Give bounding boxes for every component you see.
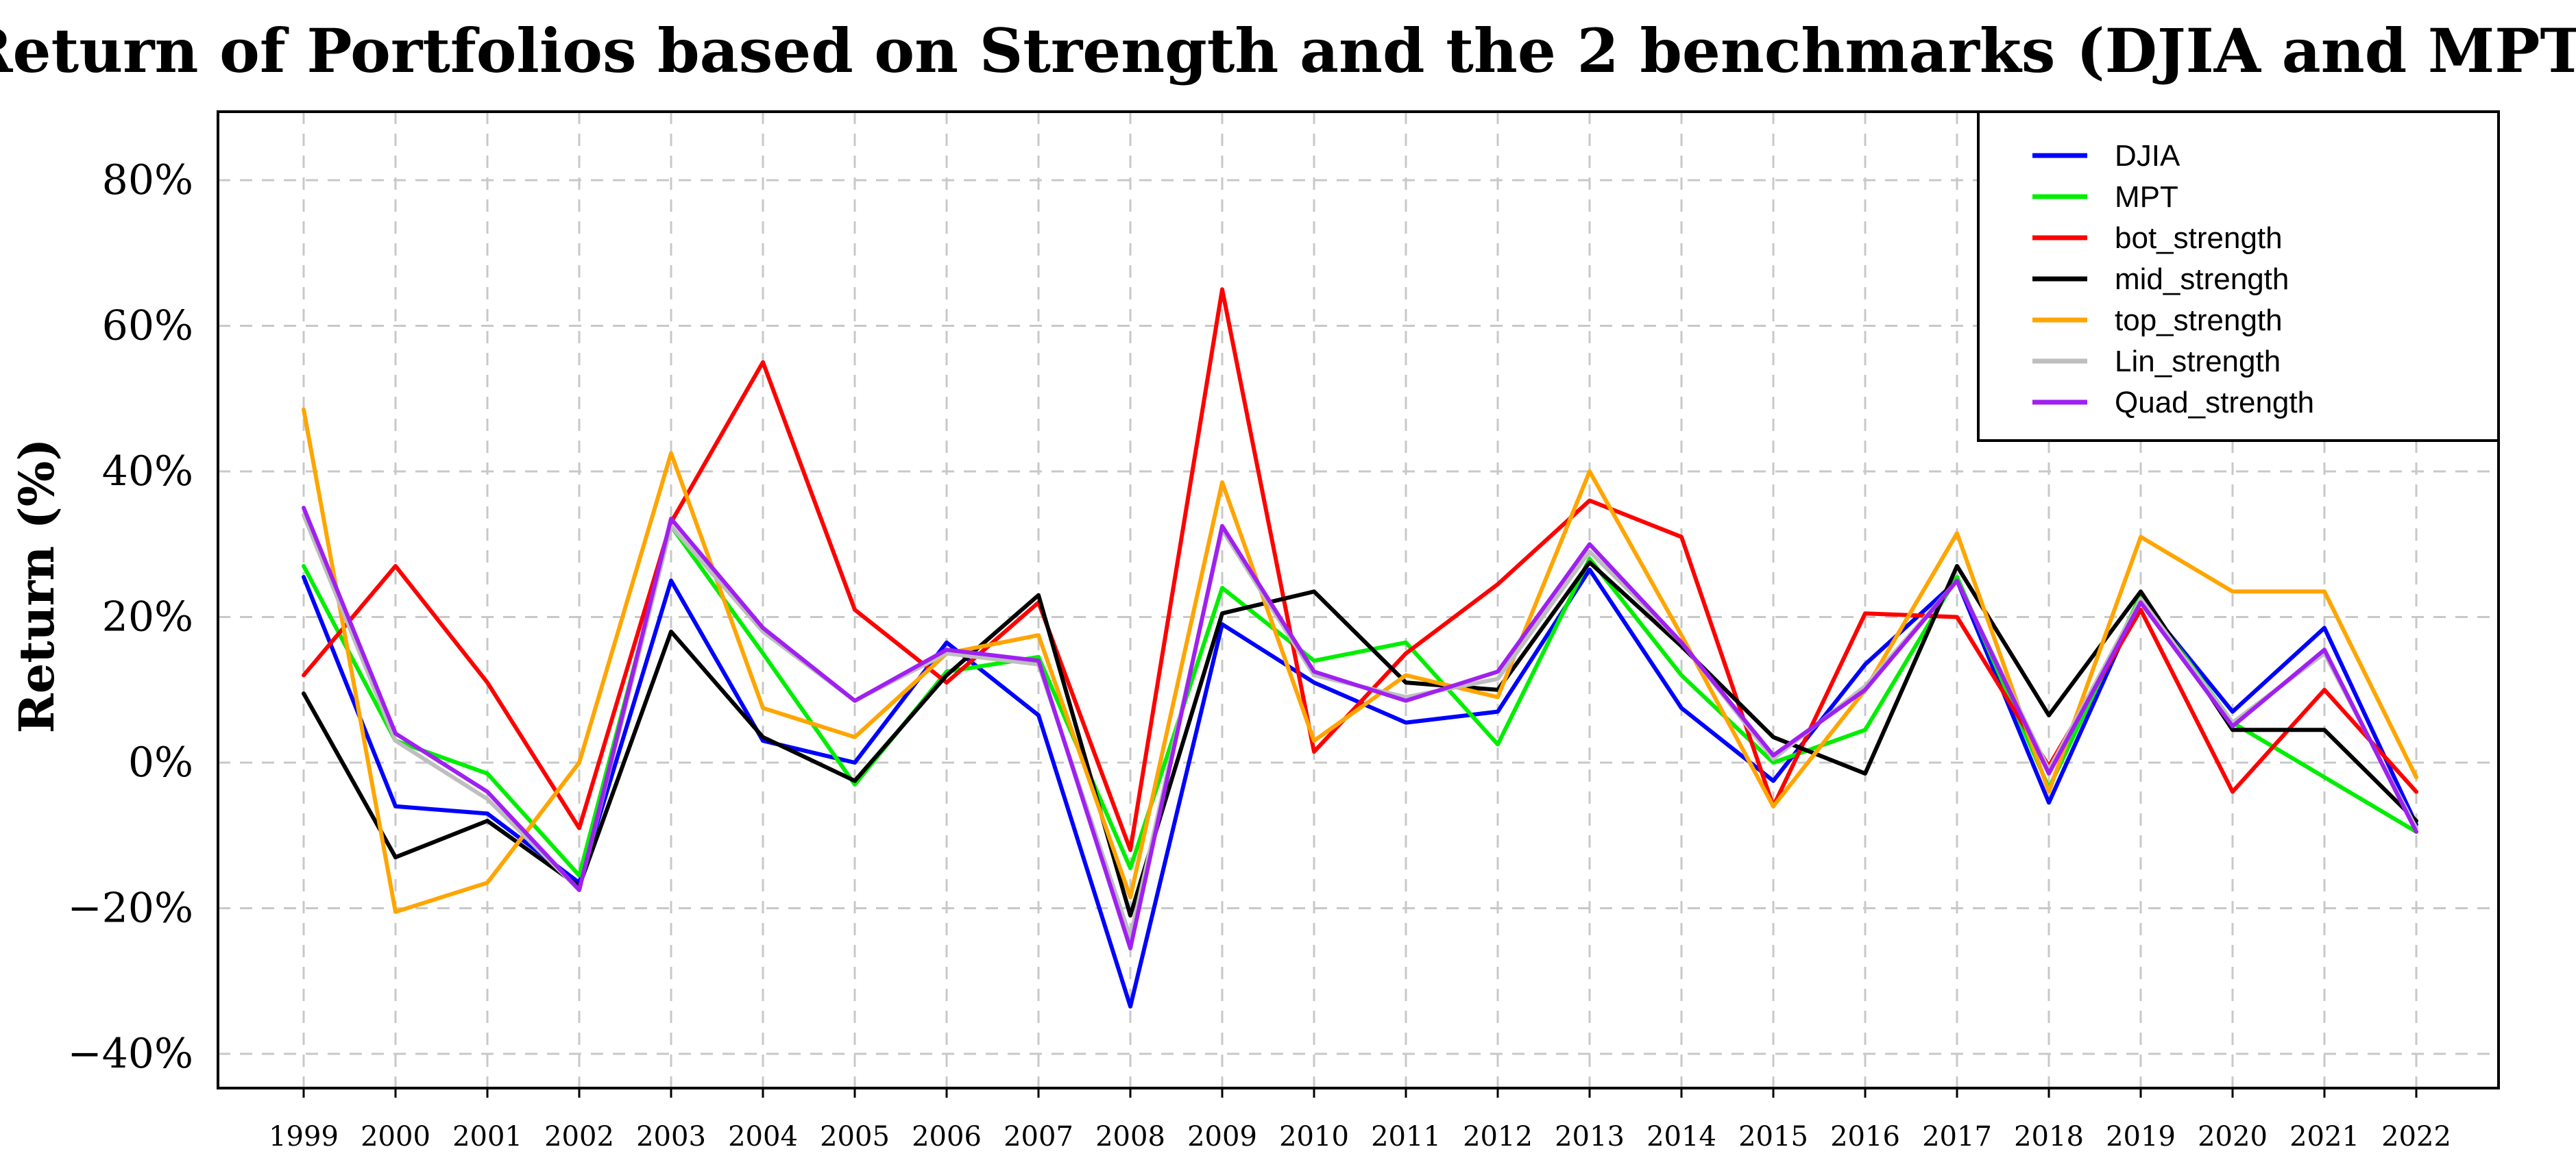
x-tick-label: 2016 (1830, 1121, 1900, 1152)
x-tick-label: 2022 (2381, 1121, 2451, 1152)
x-tick-label: 2019 (2106, 1121, 2176, 1152)
x-axis-ticks: 1999 2000 2001 2002 2003 2004 2005 2006 2007 2008… (269, 1088, 2451, 1152)
x-tick-label: 2007 (1004, 1121, 1073, 1152)
series-line-mid-strength (302, 560, 2418, 918)
x-tick-label: 2005 (820, 1121, 890, 1152)
y-tick-label: −20% (67, 885, 193, 933)
x-tick-label: 2013 (1555, 1121, 1625, 1152)
plot-frame (217, 110, 2500, 1089)
x-tick-label: 2012 (1463, 1121, 1533, 1152)
legend-label: DJIA (2115, 139, 2180, 173)
x-tick-label: 2002 (544, 1121, 614, 1152)
y-tick-label: −40% (67, 1030, 193, 1078)
legend-label: Quad_strength (2115, 386, 2314, 419)
x-tick-label: 2017 (1922, 1121, 1992, 1152)
x-tick-label: 2020 (2198, 1121, 2268, 1152)
y-axis-label: Return (%) (8, 439, 65, 734)
y-tick-label: 20% (102, 593, 193, 641)
x-tick-label: 2008 (1095, 1121, 1165, 1152)
legend-label: bot_strength (2115, 221, 2283, 255)
x-tick-label: 2014 (1647, 1121, 1716, 1152)
x-tick-label: 2010 (1279, 1121, 1349, 1152)
x-tick-label: 2009 (1187, 1121, 1257, 1152)
y-axis-ticks: −40% −20% 0% 20% 40% 60% 80% (67, 156, 193, 1078)
legend-label: Lin_strength (2115, 345, 2281, 378)
x-tick-label: 2003 (636, 1121, 706, 1152)
x-tick-label: 1999 (269, 1121, 339, 1152)
x-tick-label: 2015 (1738, 1121, 1808, 1152)
series-line-top-strength (302, 407, 2418, 914)
legend-label: top_strength (2115, 304, 2283, 337)
legend: DJIA MPT bot_strength mid_strength top_stren… (1977, 110, 2500, 442)
x-tick-label: 2001 (452, 1121, 522, 1152)
legend-label: MPT (2115, 180, 2178, 214)
legend-box (1977, 110, 2500, 442)
x-tick-label: 2006 (912, 1121, 982, 1152)
x-tick-label: 2011 (1371, 1121, 1441, 1152)
y-tick-label: 0% (128, 739, 193, 787)
series-lines (302, 287, 2418, 1009)
x-tick-label: 2004 (728, 1121, 798, 1152)
x-tick-label: 2000 (361, 1121, 430, 1152)
y-tick-label: 40% (102, 447, 193, 495)
x-tick-label: 2021 (2289, 1121, 2359, 1152)
chart-title: Return of Portfolios based on Strength a… (0, 15, 2576, 86)
series-line-quad-strength (302, 506, 2418, 950)
x-tick-label: 2018 (2014, 1121, 2084, 1152)
y-tick-label: 60% (102, 302, 193, 350)
y-tick-label: 80% (102, 156, 193, 204)
legend-label: mid_strength (2115, 262, 2289, 296)
